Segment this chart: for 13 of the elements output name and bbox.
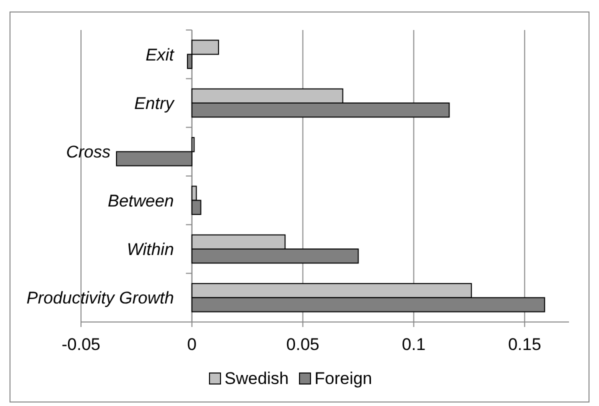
y-tick-label: Productivity Growth [26, 288, 174, 308]
x-tick-label: -0.05 [62, 335, 100, 354]
legend-label: Swedish [224, 369, 289, 388]
x-tick-label: 0 [187, 335, 197, 354]
y-tick-label: Between [108, 191, 174, 210]
legend-label: Foreign [314, 369, 372, 388]
y-tick-label: Exit [146, 45, 176, 64]
y-tick-label: Cross [66, 142, 111, 162]
x-tick-label: 0.1 [402, 335, 426, 354]
y-tick-label: Within [126, 240, 174, 259]
y-tick-label: Entry [134, 94, 176, 113]
x-tick-label: 0.05 [286, 335, 320, 354]
x-tick-label: 0.15 [508, 335, 542, 354]
